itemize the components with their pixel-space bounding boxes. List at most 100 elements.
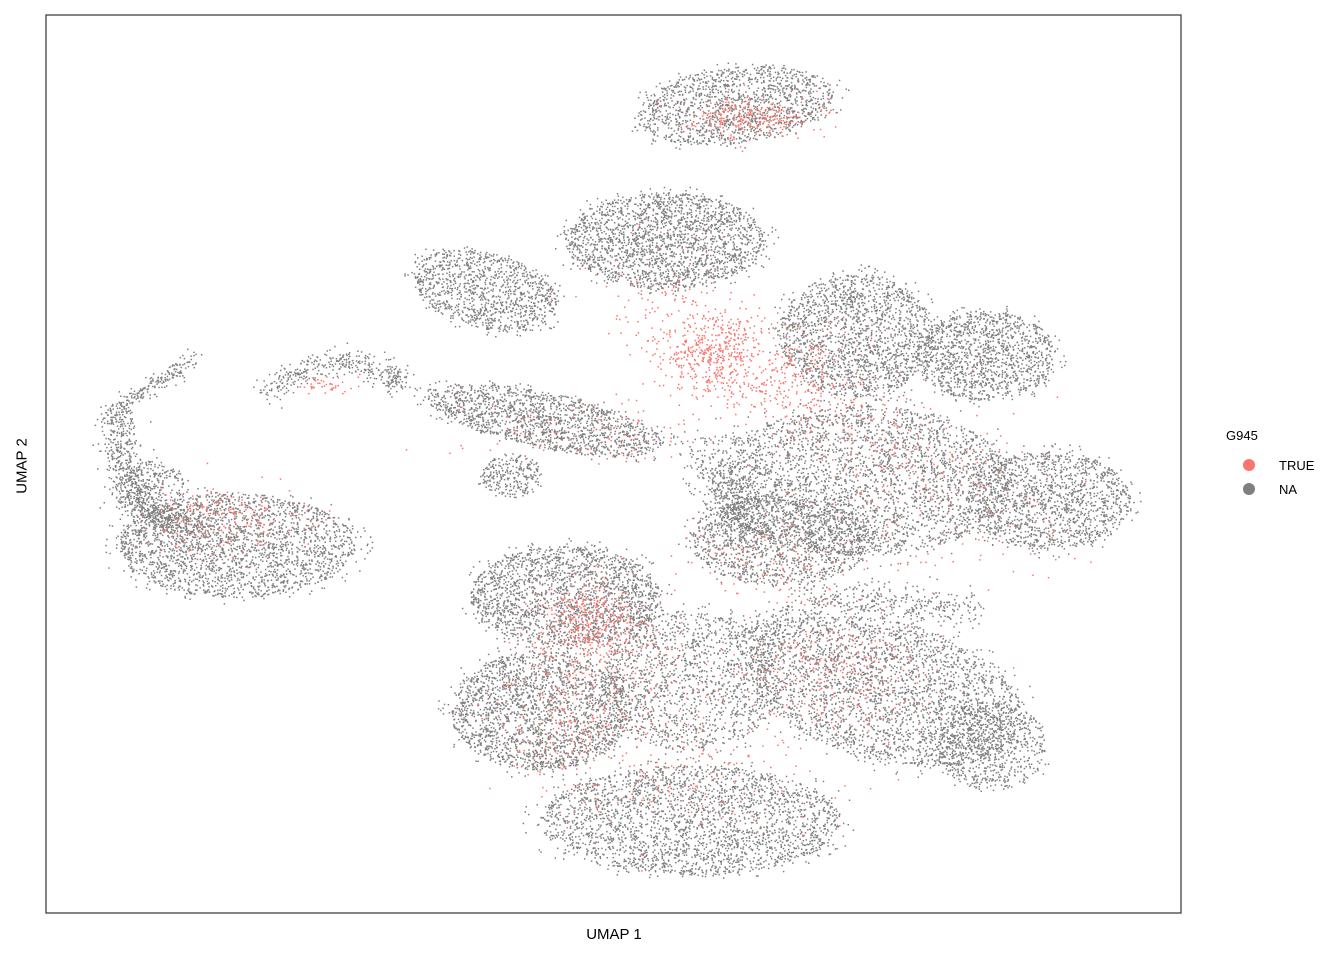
point-na (476, 316, 478, 318)
point-na (425, 290, 427, 293)
point-na (643, 125, 645, 128)
point-na (600, 205, 602, 208)
point-na (720, 218, 722, 221)
point-na (631, 253, 633, 255)
point-na (469, 321, 472, 323)
point-na (669, 243, 672, 246)
point-na (777, 71, 779, 73)
point-na (723, 229, 726, 231)
point-na (663, 283, 665, 286)
point-na (823, 105, 826, 107)
point-na (766, 99, 768, 101)
point-na (581, 258, 584, 261)
point-na (465, 262, 468, 264)
point-na (740, 141, 743, 143)
point-na (543, 295, 545, 297)
point-na (484, 275, 486, 277)
point-na (509, 303, 512, 305)
point-na (651, 285, 654, 287)
point-na (516, 261, 518, 263)
point-na (467, 320, 470, 322)
point-na (613, 265, 615, 267)
point-na (669, 280, 672, 282)
point-na (473, 256, 475, 258)
point-na (674, 114, 677, 117)
point-na (704, 260, 707, 262)
point-na (772, 115, 774, 117)
point-na (827, 308, 829, 310)
point-na (731, 224, 733, 226)
point-na (521, 306, 523, 308)
point-na (739, 217, 741, 220)
point-na (665, 221, 668, 224)
point-na (760, 254, 763, 256)
point-na (785, 111, 788, 113)
point-na (487, 302, 489, 305)
point-na (601, 241, 603, 243)
point-na (733, 114, 736, 116)
point-na (662, 208, 665, 211)
point-na (519, 278, 521, 281)
point-na (747, 106, 749, 109)
point-na (800, 383, 803, 386)
point-na (788, 121, 791, 123)
point-na (859, 395, 862, 398)
point-na (719, 102, 721, 104)
point-na (757, 130, 760, 133)
point-na (684, 119, 687, 122)
point-na (791, 75, 794, 77)
point-na (526, 290, 529, 293)
point-na (626, 208, 629, 210)
point-na (661, 259, 663, 261)
point-na (768, 121, 771, 124)
point-na (571, 251, 574, 253)
point-na (685, 190, 687, 192)
point-na (582, 213, 584, 216)
point-na (696, 141, 698, 143)
point-na (810, 106, 812, 108)
point-na (694, 238, 696, 240)
point-na (801, 112, 804, 115)
point-na (664, 265, 667, 267)
point-na (787, 85, 789, 87)
point-na (703, 210, 706, 212)
point-na (618, 211, 620, 213)
point-na (721, 103, 724, 106)
point-na (730, 257, 733, 260)
point-na (672, 106, 675, 109)
point-na (748, 259, 750, 261)
point-na (801, 122, 803, 124)
point-na (585, 231, 587, 233)
point-na (688, 91, 690, 94)
point-na (583, 237, 585, 239)
point-na (667, 243, 670, 246)
point-na (472, 319, 474, 321)
point-na (576, 245, 578, 248)
point-na (728, 253, 731, 255)
point-na (888, 294, 890, 297)
point-na (726, 83, 729, 86)
point-na (687, 233, 689, 235)
point-na (520, 320, 522, 322)
point-na (651, 244, 654, 247)
point-na (881, 318, 883, 321)
point-na (485, 298, 487, 301)
point-na (658, 115, 661, 118)
point-na (648, 204, 650, 206)
point-na (528, 292, 530, 294)
point-na (713, 129, 715, 131)
point-na (673, 227, 676, 230)
point-na (642, 213, 644, 216)
point-na (625, 222, 628, 224)
point-na (693, 285, 695, 288)
point-na (545, 283, 547, 285)
point-na (692, 262, 695, 265)
point-na (479, 299, 482, 301)
point-na (504, 293, 506, 296)
point-na (441, 269, 443, 271)
point-na (499, 328, 501, 330)
point-na (719, 205, 722, 207)
point-na (543, 315, 546, 318)
point-na (592, 239, 594, 241)
point-na (521, 283, 524, 286)
